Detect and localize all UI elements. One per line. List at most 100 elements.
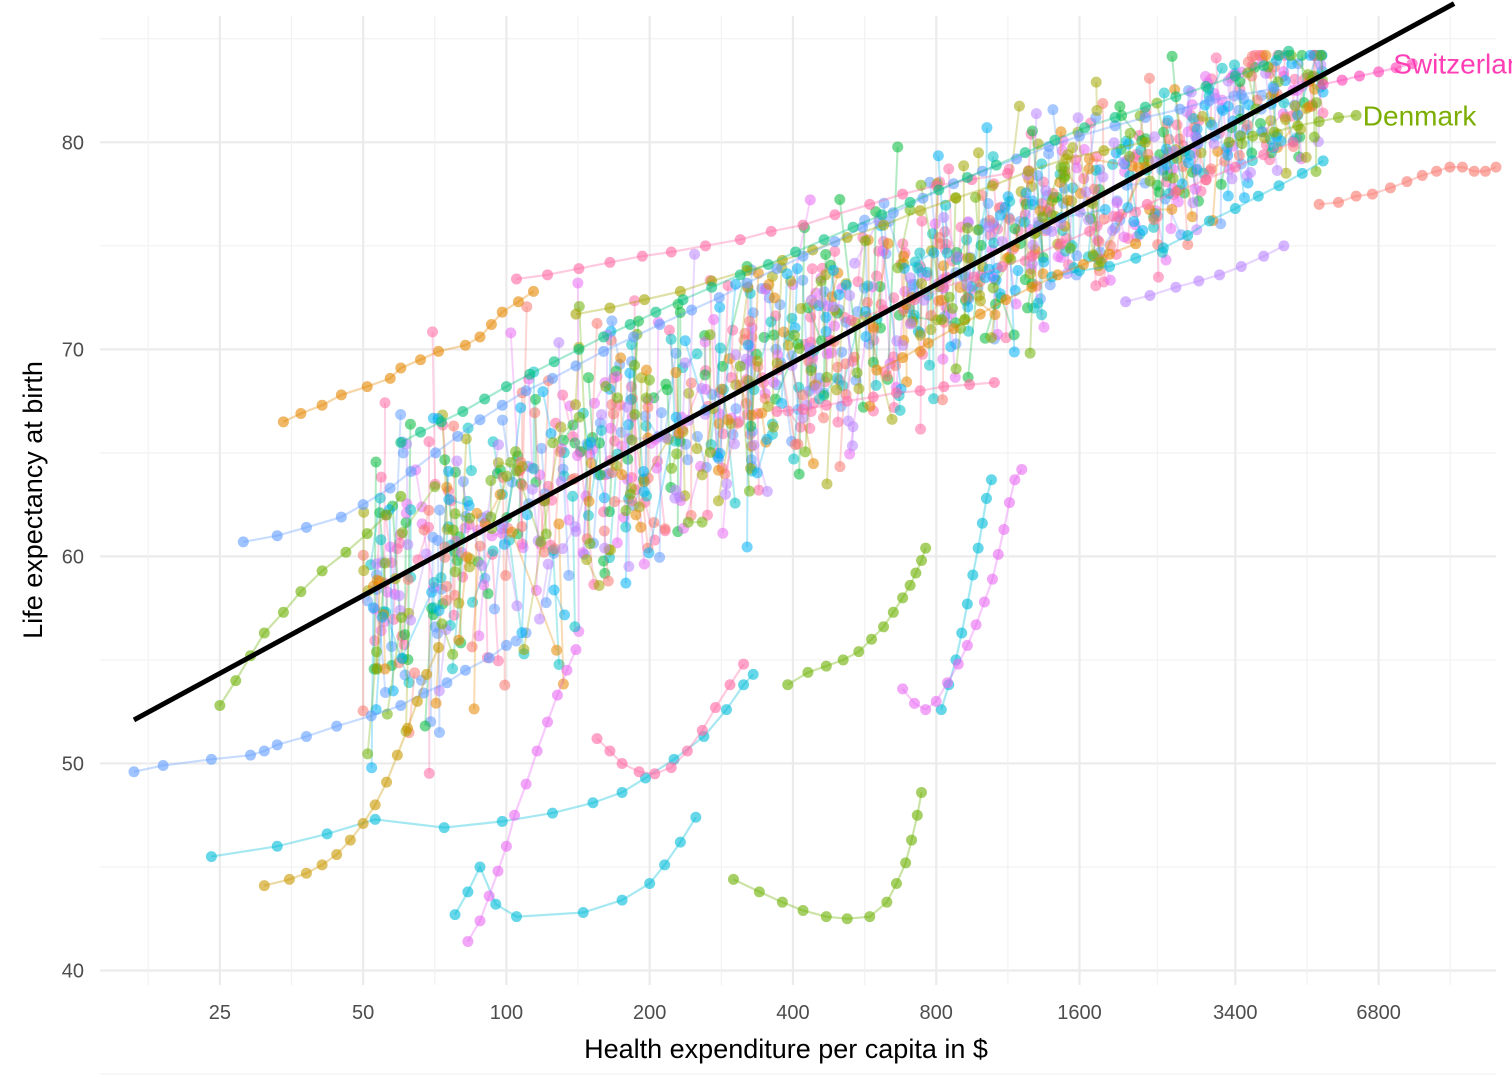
data-point [1124, 151, 1136, 163]
series-segment [838, 363, 847, 467]
data-point [449, 909, 461, 921]
data-point [644, 878, 656, 890]
data-point [598, 525, 610, 537]
data-point [721, 478, 733, 490]
series-segment [401, 486, 436, 534]
data-point [603, 506, 615, 518]
data-point [295, 408, 307, 420]
data-point [792, 438, 804, 450]
data-point [570, 644, 582, 656]
x-tick-label: 400 [776, 1002, 809, 1024]
data-point [853, 646, 865, 658]
data-point [996, 236, 1008, 248]
data-point [1167, 172, 1179, 184]
data-point [821, 371, 833, 383]
data-point [756, 407, 768, 419]
data-point [511, 600, 523, 612]
data-point [857, 221, 869, 233]
series-segment [780, 273, 789, 404]
data-point [438, 822, 450, 834]
data-point [686, 304, 698, 316]
data-point [367, 602, 379, 614]
data-point [1187, 197, 1199, 209]
data-point [717, 527, 729, 539]
data-point [960, 293, 972, 305]
data-point [928, 247, 940, 259]
series-segment [687, 254, 696, 421]
series-segment [382, 614, 387, 669]
data-point [776, 254, 788, 266]
series-segment [1031, 113, 1038, 246]
data-point [915, 179, 927, 191]
data-point [633, 766, 645, 778]
data-point [920, 542, 932, 554]
data-point [806, 263, 818, 275]
data-point [771, 263, 783, 275]
data-point [157, 760, 169, 772]
data-point [1182, 157, 1194, 169]
data-point [983, 221, 995, 233]
data-point [463, 500, 475, 512]
data-point [1163, 133, 1175, 145]
series-segment [1164, 198, 1182, 236]
series-segment [1041, 166, 1063, 218]
data-point [1139, 111, 1151, 123]
data-point [747, 668, 759, 680]
data-point [1235, 89, 1247, 101]
data-point [405, 466, 417, 478]
country-series [782, 542, 932, 691]
data-point [585, 457, 597, 469]
data-point [643, 547, 655, 559]
data-point [871, 270, 883, 282]
data-point [271, 840, 283, 852]
data-point [457, 476, 469, 488]
series-segment [603, 335, 609, 549]
data-point [1008, 329, 1020, 341]
country-series [1120, 240, 1290, 308]
data-point [638, 476, 650, 488]
data-point [434, 504, 446, 516]
data-point [859, 235, 871, 247]
data-point [1233, 150, 1245, 162]
data-point [460, 433, 472, 445]
data-point [714, 447, 726, 459]
series-line [787, 547, 927, 686]
data-point [542, 269, 554, 281]
data-point [738, 658, 750, 670]
data-point [890, 387, 902, 399]
data-point [1258, 250, 1270, 262]
series-segment [710, 347, 722, 445]
series-segment [1232, 120, 1246, 198]
data-point [887, 606, 899, 618]
data-point [1406, 58, 1418, 70]
data-point [1289, 73, 1301, 85]
data-point [763, 278, 775, 290]
data-point [1384, 182, 1396, 194]
data-point [404, 418, 416, 430]
data-point [1130, 252, 1142, 264]
data-point [607, 408, 619, 420]
data-point [527, 285, 539, 297]
data-point [734, 269, 746, 281]
series-segment [389, 546, 396, 595]
data-point [745, 420, 757, 432]
series-segment [910, 297, 922, 352]
data-point [611, 370, 623, 382]
data-point [606, 315, 618, 327]
data-point [357, 705, 369, 717]
data-point [435, 572, 447, 584]
data-point [1479, 165, 1491, 177]
data-point [677, 294, 689, 306]
data-point [1200, 174, 1212, 186]
series-segment [701, 408, 715, 475]
data-point [832, 416, 844, 428]
series-segment [810, 300, 818, 389]
data-point [474, 331, 486, 343]
data-point [691, 348, 703, 360]
series-segment [903, 251, 935, 270]
data-point [881, 896, 893, 908]
data-point [396, 652, 408, 664]
series-segment [384, 611, 410, 683]
data-point [1013, 100, 1025, 112]
data-point [1074, 130, 1086, 142]
